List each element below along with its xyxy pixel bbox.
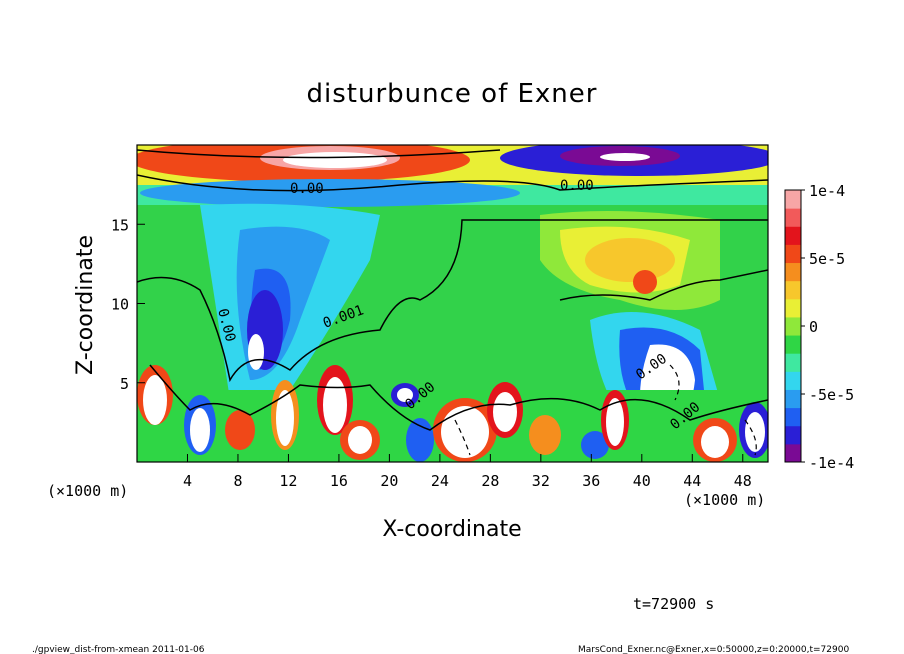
- x-tick-label: 48: [734, 472, 752, 490]
- footer-right: MarsCond_Exner.nc@Exner,x=0:50000,z=0:20…: [578, 645, 849, 654]
- x-axis: 4 8 12 16 20 24 28 32 36 40 44 48: [183, 454, 752, 490]
- colorbar-swatch: [785, 226, 801, 245]
- contour-label: 0.00: [560, 178, 594, 194]
- x-tick-label: 36: [582, 472, 600, 490]
- colorbar-swatch: [785, 371, 801, 390]
- x-tick-label: 8: [233, 472, 242, 490]
- colorbar-tick-label: 1e-4: [809, 182, 845, 200]
- y-axis: 5 10 15: [111, 216, 145, 393]
- chart-title: disturbunce of Exner: [307, 79, 598, 109]
- colorbar-swatch: [785, 425, 801, 445]
- colorbar-swatch: [785, 335, 801, 354]
- colorbar-swatch: [785, 389, 801, 409]
- colorbar-tick-label: 0: [809, 318, 818, 336]
- colorbar-swatch: [785, 443, 801, 463]
- y-unit-label: (×1000 m): [684, 491, 765, 509]
- colorbar: [785, 190, 801, 463]
- x-tick-label: 24: [431, 472, 449, 490]
- x-tick-label: 12: [279, 472, 297, 490]
- footer-left: ./gpview_dist-from-xmean 2011-01-06: [32, 645, 205, 654]
- x-tick-label: 44: [683, 472, 701, 490]
- x-axis-title: X-coordinate: [382, 517, 521, 542]
- colorbar-swatch: [785, 298, 801, 318]
- x-tick-label: 28: [481, 472, 499, 490]
- colorbar-swatch: [785, 407, 801, 427]
- heatmap-field: [137, 145, 768, 462]
- y-tick-label: 5: [120, 375, 129, 393]
- y-tick-label: 15: [111, 216, 129, 234]
- colorbar-swatch: [785, 208, 801, 227]
- x-tick-label: 20: [380, 472, 398, 490]
- x-unit-label: (×1000 m): [47, 482, 128, 500]
- colorbar-swatch: [785, 280, 801, 300]
- x-tick-label: 16: [330, 472, 348, 490]
- colorbar-swatch: [785, 262, 801, 282]
- x-tick-label: 4: [183, 472, 192, 490]
- colorbar-tick-label: -1e-4: [809, 454, 854, 472]
- x-tick-label: 40: [633, 472, 651, 490]
- colorbar-swatch: [785, 190, 801, 209]
- colorbar-swatch: [785, 244, 801, 264]
- y-tick-label: 10: [111, 296, 129, 314]
- y-axis-title: Z-coordinate: [73, 235, 98, 375]
- colorbar-swatch: [785, 316, 801, 336]
- colorbar-tick-label: 5e-5: [809, 250, 845, 268]
- contour-label: 0.00: [290, 181, 324, 197]
- colorbar-ticks: 1e-4 5e-5 0 -5e-5 -1e-4: [801, 182, 854, 472]
- colorbar-swatch: [785, 353, 801, 372]
- x-tick-label: 32: [532, 472, 550, 490]
- time-annotation: t=72900 s: [633, 595, 714, 613]
- colorbar-tick-label: -5e-5: [809, 386, 854, 404]
